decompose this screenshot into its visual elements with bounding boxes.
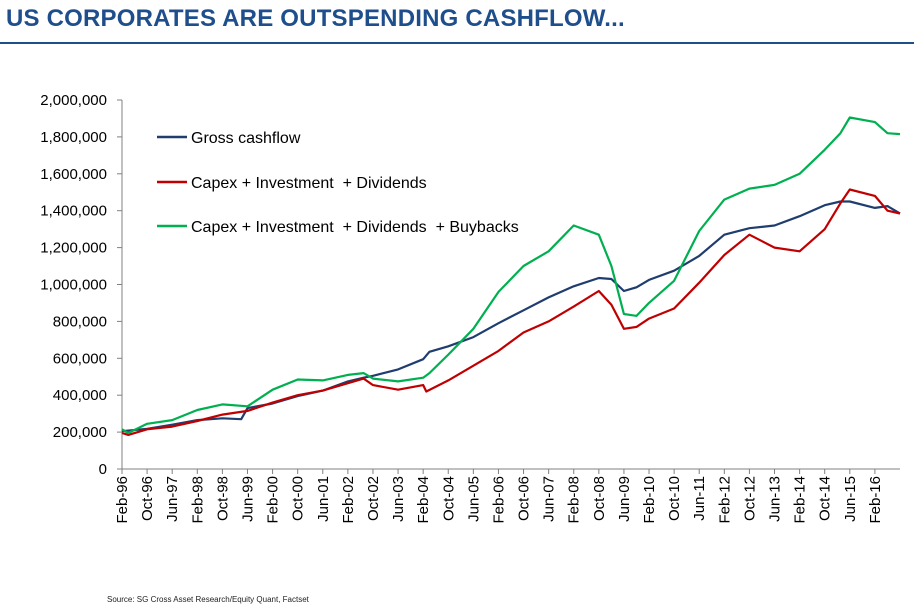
title-divider <box>0 42 914 44</box>
series-line-3 <box>121 116 901 435</box>
x-tick-label: Feb-96 <box>114 476 131 524</box>
x-tick-label: Jun-99 <box>239 476 256 522</box>
x-tick-label: Feb-02 <box>340 476 357 524</box>
legend-label: Capex + Investment + Dividends + Buyback… <box>191 219 519 236</box>
line-chart: 0 200,000 400,000 600,000 800,000 1,000,000 1,… <box>40 92 901 524</box>
chart-series-lines <box>121 116 901 436</box>
y-tick-label: 800,000 <box>53 313 107 330</box>
x-tick-label: Jun-97 <box>164 476 181 522</box>
source-note: Source: SG Cross Asset Research/Equity Q… <box>107 595 309 604</box>
x-tick-label: Feb-10 <box>641 476 658 524</box>
x-tick-label: Feb-06 <box>490 476 507 524</box>
x-tick-label: Jun-01 <box>315 476 332 522</box>
y-tick-label: 1,800,000 <box>40 129 107 146</box>
page-title: US CORPORATES ARE OUTSPENDING CASHFLOW..… <box>6 5 625 32</box>
x-tick-label: Oct-12 <box>741 476 758 521</box>
y-tick-label: 1,600,000 <box>40 166 107 183</box>
x-tick-label: Oct-08 <box>591 476 608 521</box>
y-tick-label: 200,000 <box>53 424 107 441</box>
x-tick-label: Feb-16 <box>867 476 884 524</box>
y-tick-label: 2,000,000 <box>40 92 107 109</box>
y-tick-label: 1,200,000 <box>40 240 107 257</box>
chart-legend: Gross cashflow Capex + Investment + Divid… <box>157 130 519 236</box>
y-tick-label: 600,000 <box>53 350 107 367</box>
x-tick-label: Jun-03 <box>390 476 407 522</box>
x-tick-label: Feb-14 <box>792 476 809 524</box>
y-axis-ticks: 0 200,000 400,000 600,000 800,000 1,000,000 1,… <box>40 92 122 478</box>
x-tick-label: Oct-04 <box>440 476 457 521</box>
y-tick-label: 1,000,000 <box>40 277 107 294</box>
y-tick-label: 1,400,000 <box>40 203 107 220</box>
x-tick-label: Feb-00 <box>265 476 282 524</box>
y-tick-label: 400,000 <box>53 387 107 404</box>
x-tick-label: Jun-13 <box>767 476 784 522</box>
x-tick-label: Feb-98 <box>189 476 206 524</box>
x-tick-label: Feb-12 <box>716 476 733 524</box>
series-line-2 <box>121 188 901 436</box>
x-tick-label: Feb-08 <box>566 476 583 524</box>
x-axis-ticks: Feb-96 Oct-96 Jun-97 Feb-98 Oct-98 Jun-99 Feb-… <box>114 469 884 524</box>
x-tick-label: Jun-15 <box>842 476 859 522</box>
x-tick-label: Jun-05 <box>465 476 482 522</box>
x-tick-label: Oct-00 <box>290 476 307 521</box>
x-tick-label: Jun-09 <box>616 476 633 522</box>
x-tick-label: Oct-06 <box>516 476 533 521</box>
x-tick-label: Jun-07 <box>541 476 558 522</box>
x-tick-label: Oct-96 <box>139 476 156 521</box>
y-tick-label: 0 <box>99 461 107 478</box>
chart-axes <box>121 100 900 470</box>
x-tick-label: Jun-11 <box>691 476 708 521</box>
series-line-1 <box>121 200 901 433</box>
legend-label: Gross cashflow <box>191 130 301 147</box>
x-tick-label: Oct-98 <box>214 476 231 521</box>
x-tick-label: Oct-10 <box>666 476 683 521</box>
x-tick-label: Feb-04 <box>415 476 432 524</box>
x-tick-label: Oct-14 <box>817 476 834 521</box>
legend-label: Capex + Investment + Dividends <box>191 175 427 192</box>
x-tick-label: Oct-02 <box>365 476 382 521</box>
